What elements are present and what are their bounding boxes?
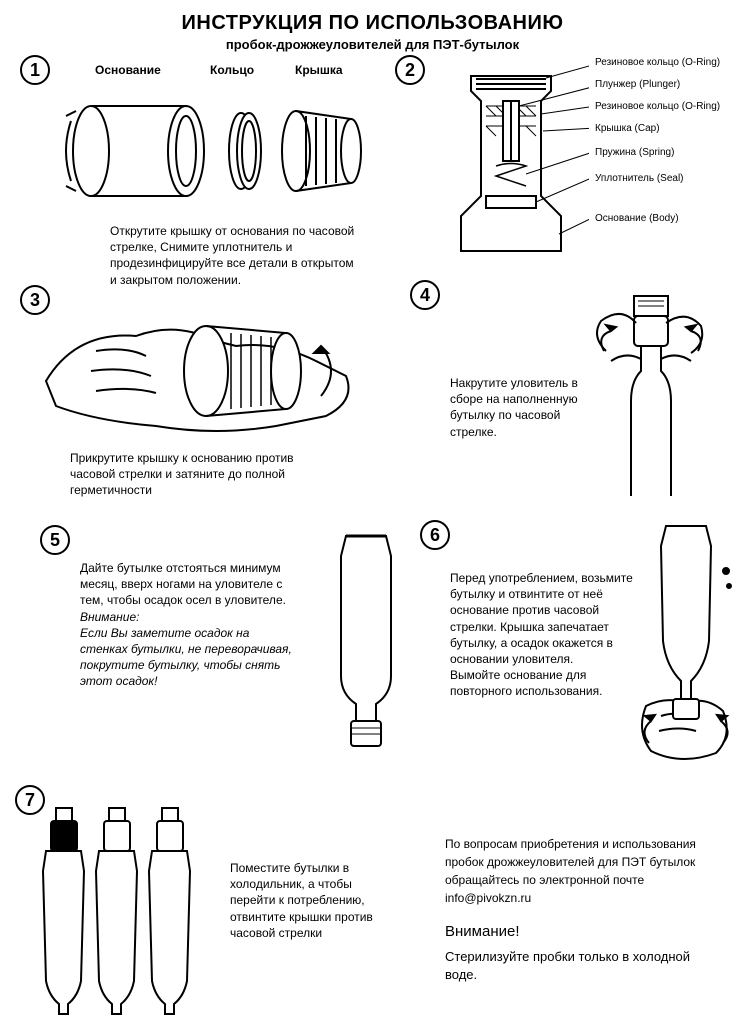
step-5-note: Если Вы заметите осадок на стенках бутыл… — [80, 626, 292, 689]
legend-5: Уплотнитель (Seal) — [595, 171, 720, 187]
legend-4: Пружина (Spring) — [595, 145, 720, 161]
step-badge-7: 7 — [15, 785, 45, 815]
step-badge-2: 2 — [395, 55, 425, 85]
step-4-text: Накрутите уловитель в сборе на наполненн… — [450, 375, 600, 440]
step-1-text: Открутите крышку от основания по часовой… — [110, 223, 360, 288]
label-ring: Кольцо — [210, 63, 254, 77]
warning-heading: Внимание! — [445, 923, 715, 940]
step-3-text: Прикрутите крышку к основанию против час… — [70, 450, 330, 499]
legend-2: Резиновое кольцо (O-Ring) — [595, 99, 720, 115]
illustration-1 — [30, 80, 370, 220]
step-6: 6 Перед употреблением, возьмите бутылку … — [420, 520, 740, 770]
step-2-legend: Резиновое кольцо (O-Ring) Плунжер (Plung… — [595, 55, 720, 227]
step-7-text: Поместите бутылки в холодильник, а чтобы… — [230, 860, 395, 941]
legend-1: Плунжер (Plunger) — [595, 77, 720, 93]
step-badge-3: 3 — [20, 285, 50, 315]
label-cap: Крышка — [295, 63, 343, 77]
step-badge-6: 6 — [420, 520, 450, 550]
step-badge-5: 5 — [40, 525, 70, 555]
illustration-7 — [25, 795, 220, 1020]
legend-3: Крышка (Cap) — [595, 121, 720, 137]
step-4: 4 Накрутите уловитель в сборе на наполне… — [395, 280, 735, 505]
step-2: 2 — [395, 55, 735, 265]
step-5-note-label: Внимание: — [80, 610, 139, 624]
illustration-2 — [430, 55, 590, 255]
label-base: Основание — [95, 63, 161, 77]
step-5: 5 Дайте бутылке отстояться минимум месяц… — [20, 525, 420, 760]
footer-block: По вопросам приобретения и использования… — [445, 835, 715, 984]
warning-body: Стерилизуйте пробки только в холодной во… — [445, 948, 715, 984]
step-6-text: Перед употреблением, возьмите бутылку и … — [450, 570, 640, 700]
step-1: 1 Основание Кольцо Крышка — [20, 55, 380, 275]
illustration-6 — [630, 520, 740, 765]
step-5-text: Дайте бутылке отстояться минимум месяц, … — [80, 560, 300, 690]
step-7: 7 Поместите бутылки в холодильник, а что… — [15, 785, 415, 1015]
page-title: ИНСТРУКЦИЯ ПО ИСПОЛЬЗОВАНИЮ — [0, 0, 745, 35]
contact-text: По вопросам приобретения и использования… — [445, 835, 715, 907]
step-5-body: Дайте бутылке отстояться минимум месяц, … — [80, 561, 286, 607]
legend-0: Резиновое кольцо (O-Ring) — [595, 55, 720, 71]
step-badge-1: 1 — [20, 55, 50, 85]
page-subtitle: пробок-дрожжеуловителей для ПЭТ-бутылок — [0, 37, 745, 52]
illustration-5 — [320, 525, 410, 755]
illustration-3 — [35, 290, 365, 445]
step-badge-4: 4 — [410, 280, 440, 310]
step-3: 3 Прикрутите крышку к основанию — [20, 285, 380, 505]
legend-6: Основание (Body) — [595, 211, 720, 227]
